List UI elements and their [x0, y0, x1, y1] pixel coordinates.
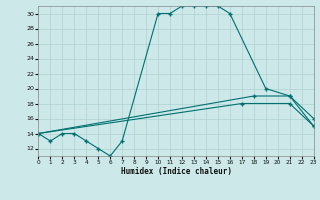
X-axis label: Humidex (Indice chaleur): Humidex (Indice chaleur)	[121, 167, 231, 176]
